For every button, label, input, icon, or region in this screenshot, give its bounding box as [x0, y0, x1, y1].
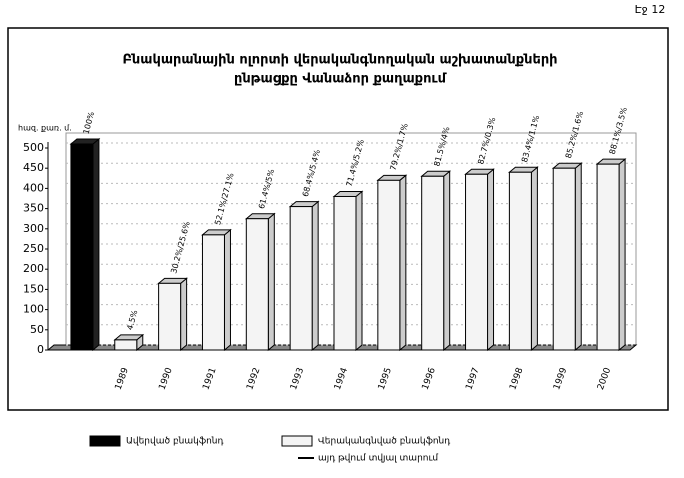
y-tick-label: 450: [23, 161, 44, 174]
y-tick-label: 250: [23, 242, 44, 255]
bar-side: [92, 137, 100, 352]
bar: [70, 143, 94, 351]
y-tick-label: 400: [23, 181, 44, 194]
point-label: 85.2%/1.6%: [564, 110, 585, 159]
x-tick-label: 1992: [245, 366, 262, 391]
bar: [465, 173, 489, 351]
point-label: 81.5%/4%: [432, 125, 451, 167]
point-label: 30.2%/25.6%: [169, 220, 192, 274]
x-tick-label: 1996: [421, 366, 438, 391]
y-tick-label: 200: [23, 262, 44, 275]
bar-side: [355, 190, 363, 352]
point-label: 79.2%/1.7%: [388, 122, 409, 171]
x-tick-label: 1998: [508, 366, 525, 391]
bar-side: [443, 170, 451, 352]
y-tick-label: 0: [37, 343, 44, 356]
y-tick-label: 50: [30, 323, 44, 336]
legend-swatch: [89, 435, 121, 447]
x-tick-label: 1993: [289, 366, 306, 391]
bar: [508, 171, 532, 351]
bar-side: [399, 174, 407, 352]
x-tick-label: 1989: [114, 366, 131, 391]
y-tick-label: 100: [23, 303, 44, 316]
point-label: 4.5%: [125, 309, 139, 331]
bar-side: [574, 162, 582, 352]
bar-side: [180, 277, 188, 352]
legend-swatch: [281, 435, 313, 447]
point-label: 61.4%/5%: [257, 168, 276, 210]
bar-side: [223, 228, 231, 352]
point-label: 82.7%/0.3%: [476, 116, 497, 165]
x-tick-label: 1994: [333, 366, 350, 391]
bar: [158, 282, 182, 351]
point-label: 68.4%/5.4%: [301, 148, 322, 197]
y-tick-label: 150: [23, 282, 44, 295]
bar-side: [487, 168, 495, 352]
x-tick-label: 1999: [552, 366, 569, 391]
legend-label: Ավերված բնակֆոնդ: [126, 437, 223, 447]
bar: [552, 167, 576, 351]
y-tick-label: 350: [23, 202, 44, 215]
y-tick-label: 500: [23, 141, 44, 154]
frame: [7, 27, 669, 411]
y-unit: հազ. քառ. մ.: [18, 124, 72, 133]
bar: [596, 163, 620, 351]
bar: [333, 195, 357, 351]
x-tick-label: 1995: [377, 366, 394, 391]
bar-side: [311, 200, 319, 352]
bar-side: [267, 212, 275, 352]
legend-note: այդ թվում տվյալ տարում: [318, 454, 438, 464]
point-label: 52.1%/27.1%: [213, 172, 236, 226]
legend-label: Վերականգնված բնակֆոնդ: [318, 437, 450, 447]
point-label: 88.1%/3.5%: [608, 106, 629, 155]
bar: [377, 179, 401, 351]
bar: [421, 175, 445, 351]
x-tick-label: 2000: [596, 366, 613, 391]
point-label: 83.4%/1.1%: [520, 114, 541, 163]
x-tick-label: 1997: [464, 366, 481, 391]
x-tick-label: 1991: [201, 366, 218, 391]
bar: [114, 339, 138, 351]
bar: [201, 234, 225, 351]
bar-side: [530, 166, 538, 352]
y-tick-label: 300: [23, 222, 44, 235]
bar-side: [618, 158, 626, 352]
page-label: Էջ 12: [635, 3, 666, 16]
bar: [289, 206, 313, 351]
chart-title: Բնակարանային ոլորտի վերականգնողական աշխա…: [122, 53, 557, 68]
bar: [245, 218, 269, 351]
chart-title: ընթացքը Վանաձոր քաղաքում: [234, 72, 448, 87]
x-tick-label: 1990: [158, 366, 175, 391]
point-label: 100%: [82, 110, 97, 135]
